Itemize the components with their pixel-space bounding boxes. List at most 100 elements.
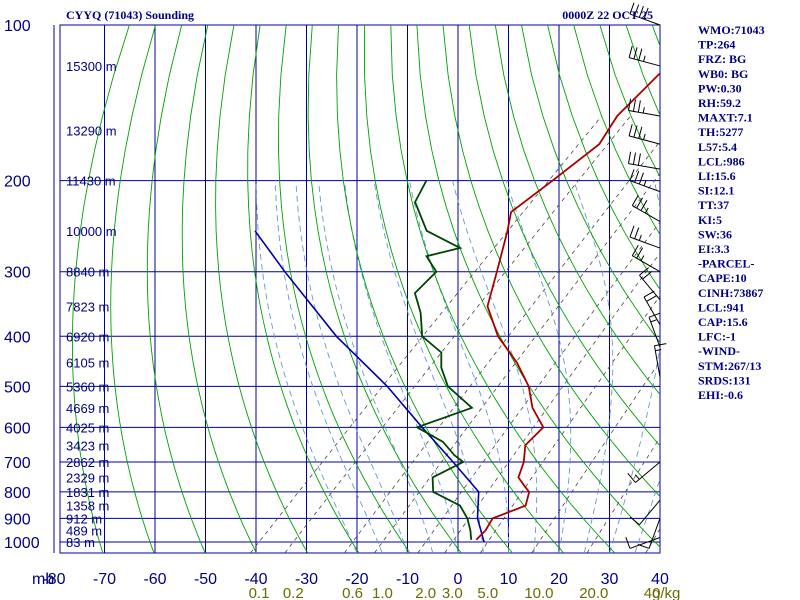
height-label: 4025 m xyxy=(66,420,109,435)
moist-adiabat xyxy=(505,180,572,553)
height-label: 8840 m xyxy=(66,265,109,280)
dry-adiabat xyxy=(573,25,660,236)
temperature-tick-label: -80 xyxy=(42,571,65,588)
index-line: LFC:-1 xyxy=(698,330,736,344)
wind-barb-flag xyxy=(637,100,641,113)
moist-adiabats xyxy=(255,180,660,553)
height-label: 3423 m xyxy=(66,438,109,453)
index-line: CINH:73867 xyxy=(698,286,763,300)
height-label: 13290 m xyxy=(66,124,117,139)
temperature-tick-label: 10 xyxy=(500,571,518,588)
wind-barb-flag xyxy=(633,47,638,60)
wind-barb-flag xyxy=(631,194,639,206)
mixing-ratio-line xyxy=(284,115,631,553)
index-line: -PARCEL- xyxy=(698,257,754,271)
pressure-tick-label: 1000 xyxy=(4,535,40,552)
moist-adiabat xyxy=(295,180,408,553)
wind-barb-half-flag xyxy=(640,255,645,261)
wind-barb-half-flag xyxy=(643,55,646,62)
station-title: CYYQ (71043) Sounding xyxy=(66,8,194,22)
wind-barb xyxy=(653,343,667,378)
wind-barb-staff xyxy=(639,499,661,526)
wind-barb-flag xyxy=(642,271,653,280)
dry-adiabat xyxy=(783,25,800,553)
wind-barb xyxy=(629,2,661,26)
valid-time: 0000Z 22 OCT 25 xyxy=(562,8,653,22)
dry-adiabat xyxy=(146,25,206,553)
wind-barb-half-flag xyxy=(642,107,645,114)
temperature-line xyxy=(475,71,660,541)
wind-barb xyxy=(631,245,661,273)
wind-barb-staff xyxy=(635,461,661,483)
index-line: RH:59.2 xyxy=(698,96,741,110)
wind-barb-staff xyxy=(648,518,661,549)
wind-barb-flag xyxy=(629,169,635,181)
index-line: CAPE:10 xyxy=(698,271,747,285)
pressure-tick-label: 300 xyxy=(4,265,31,282)
height-label: 7823 m xyxy=(66,299,109,314)
wind-barb-flag xyxy=(640,199,648,211)
moist-adiabat xyxy=(634,477,660,553)
wind-barb-flag xyxy=(634,170,640,183)
wind-barb-flag xyxy=(627,151,632,164)
wind-barb xyxy=(639,267,661,301)
wind-barb-flag xyxy=(636,197,644,209)
temperature-tick-label: -10 xyxy=(396,571,419,588)
index-line: WB0: BG xyxy=(698,67,748,81)
index-line: TT:37 xyxy=(698,198,729,212)
wind-barb-flag xyxy=(628,45,633,58)
wind-barb-half-flag xyxy=(655,349,662,352)
moist-adiabat xyxy=(255,180,358,553)
wind-barb-half-flag xyxy=(650,319,657,323)
dry-adiabat xyxy=(247,25,360,553)
height-label: 2329 m xyxy=(66,470,109,485)
wind-barb-flag xyxy=(638,126,643,139)
wind-barb-flag xyxy=(627,473,636,483)
dewpoint-line xyxy=(413,180,474,540)
sounding-profiles xyxy=(254,71,660,543)
pressure-tick-label: 200 xyxy=(4,174,31,191)
moist-adiabat xyxy=(573,180,614,553)
temperature-tick-label: -60 xyxy=(143,571,166,588)
pressure-tick-label: 700 xyxy=(4,455,31,472)
height-label: 912 m xyxy=(66,511,102,526)
wind-barb-half-flag xyxy=(644,207,649,214)
wind-barb-flag xyxy=(632,99,636,112)
wind-barb-half-flag xyxy=(643,133,646,140)
wind-barb-flag xyxy=(634,4,640,16)
mixing-ratio-tick-label: 3.0 xyxy=(442,585,463,600)
mixing-ratio-lines xyxy=(250,115,660,553)
wind-barb-flag xyxy=(638,48,643,61)
height-label: 15300 m xyxy=(66,59,117,74)
wind-barb xyxy=(629,225,661,249)
dry-adiabat xyxy=(521,25,660,344)
mixing-ratio-line xyxy=(250,115,602,553)
index-line: TP:264 xyxy=(698,38,735,52)
mixing-ratio-tick-label: 1.0 xyxy=(372,585,393,600)
temperature-tick-label: 30 xyxy=(601,571,619,588)
wind-barb-staff xyxy=(629,236,661,249)
moist-adiabat xyxy=(609,180,660,553)
pressure-tick-label: 100 xyxy=(4,18,31,35)
wind-barb xyxy=(643,290,661,326)
index-line: SRDS:131 xyxy=(698,373,751,387)
wind-barb-flag xyxy=(643,290,655,298)
mixing-ratio-unit-label: g/kg xyxy=(652,585,680,600)
index-line: WMO:71043 xyxy=(698,23,765,37)
dry-adiabat xyxy=(110,25,156,553)
wind-barb-half-flag xyxy=(638,234,642,241)
temperature-tick-label: -70 xyxy=(93,571,116,588)
index-line: SI:12.1 xyxy=(698,184,734,198)
dry-adiabat xyxy=(278,25,411,553)
moist-adiabat xyxy=(408,180,509,553)
pressure-tick-label: 800 xyxy=(4,485,31,502)
mixing-ratio-tick-label: 5.0 xyxy=(477,585,498,600)
mixing-ratio-line xyxy=(344,140,660,553)
parcel-path-line xyxy=(254,230,485,543)
plot-border xyxy=(59,24,661,554)
height-label: 2862 m xyxy=(66,455,109,470)
index-line: CAP:15.6 xyxy=(698,315,748,329)
height-labels: 15300 m 13290 m 11430 m 10000 m 8840 m 7823 m… xyxy=(66,59,117,550)
pressure-tick-label: 400 xyxy=(4,329,31,346)
